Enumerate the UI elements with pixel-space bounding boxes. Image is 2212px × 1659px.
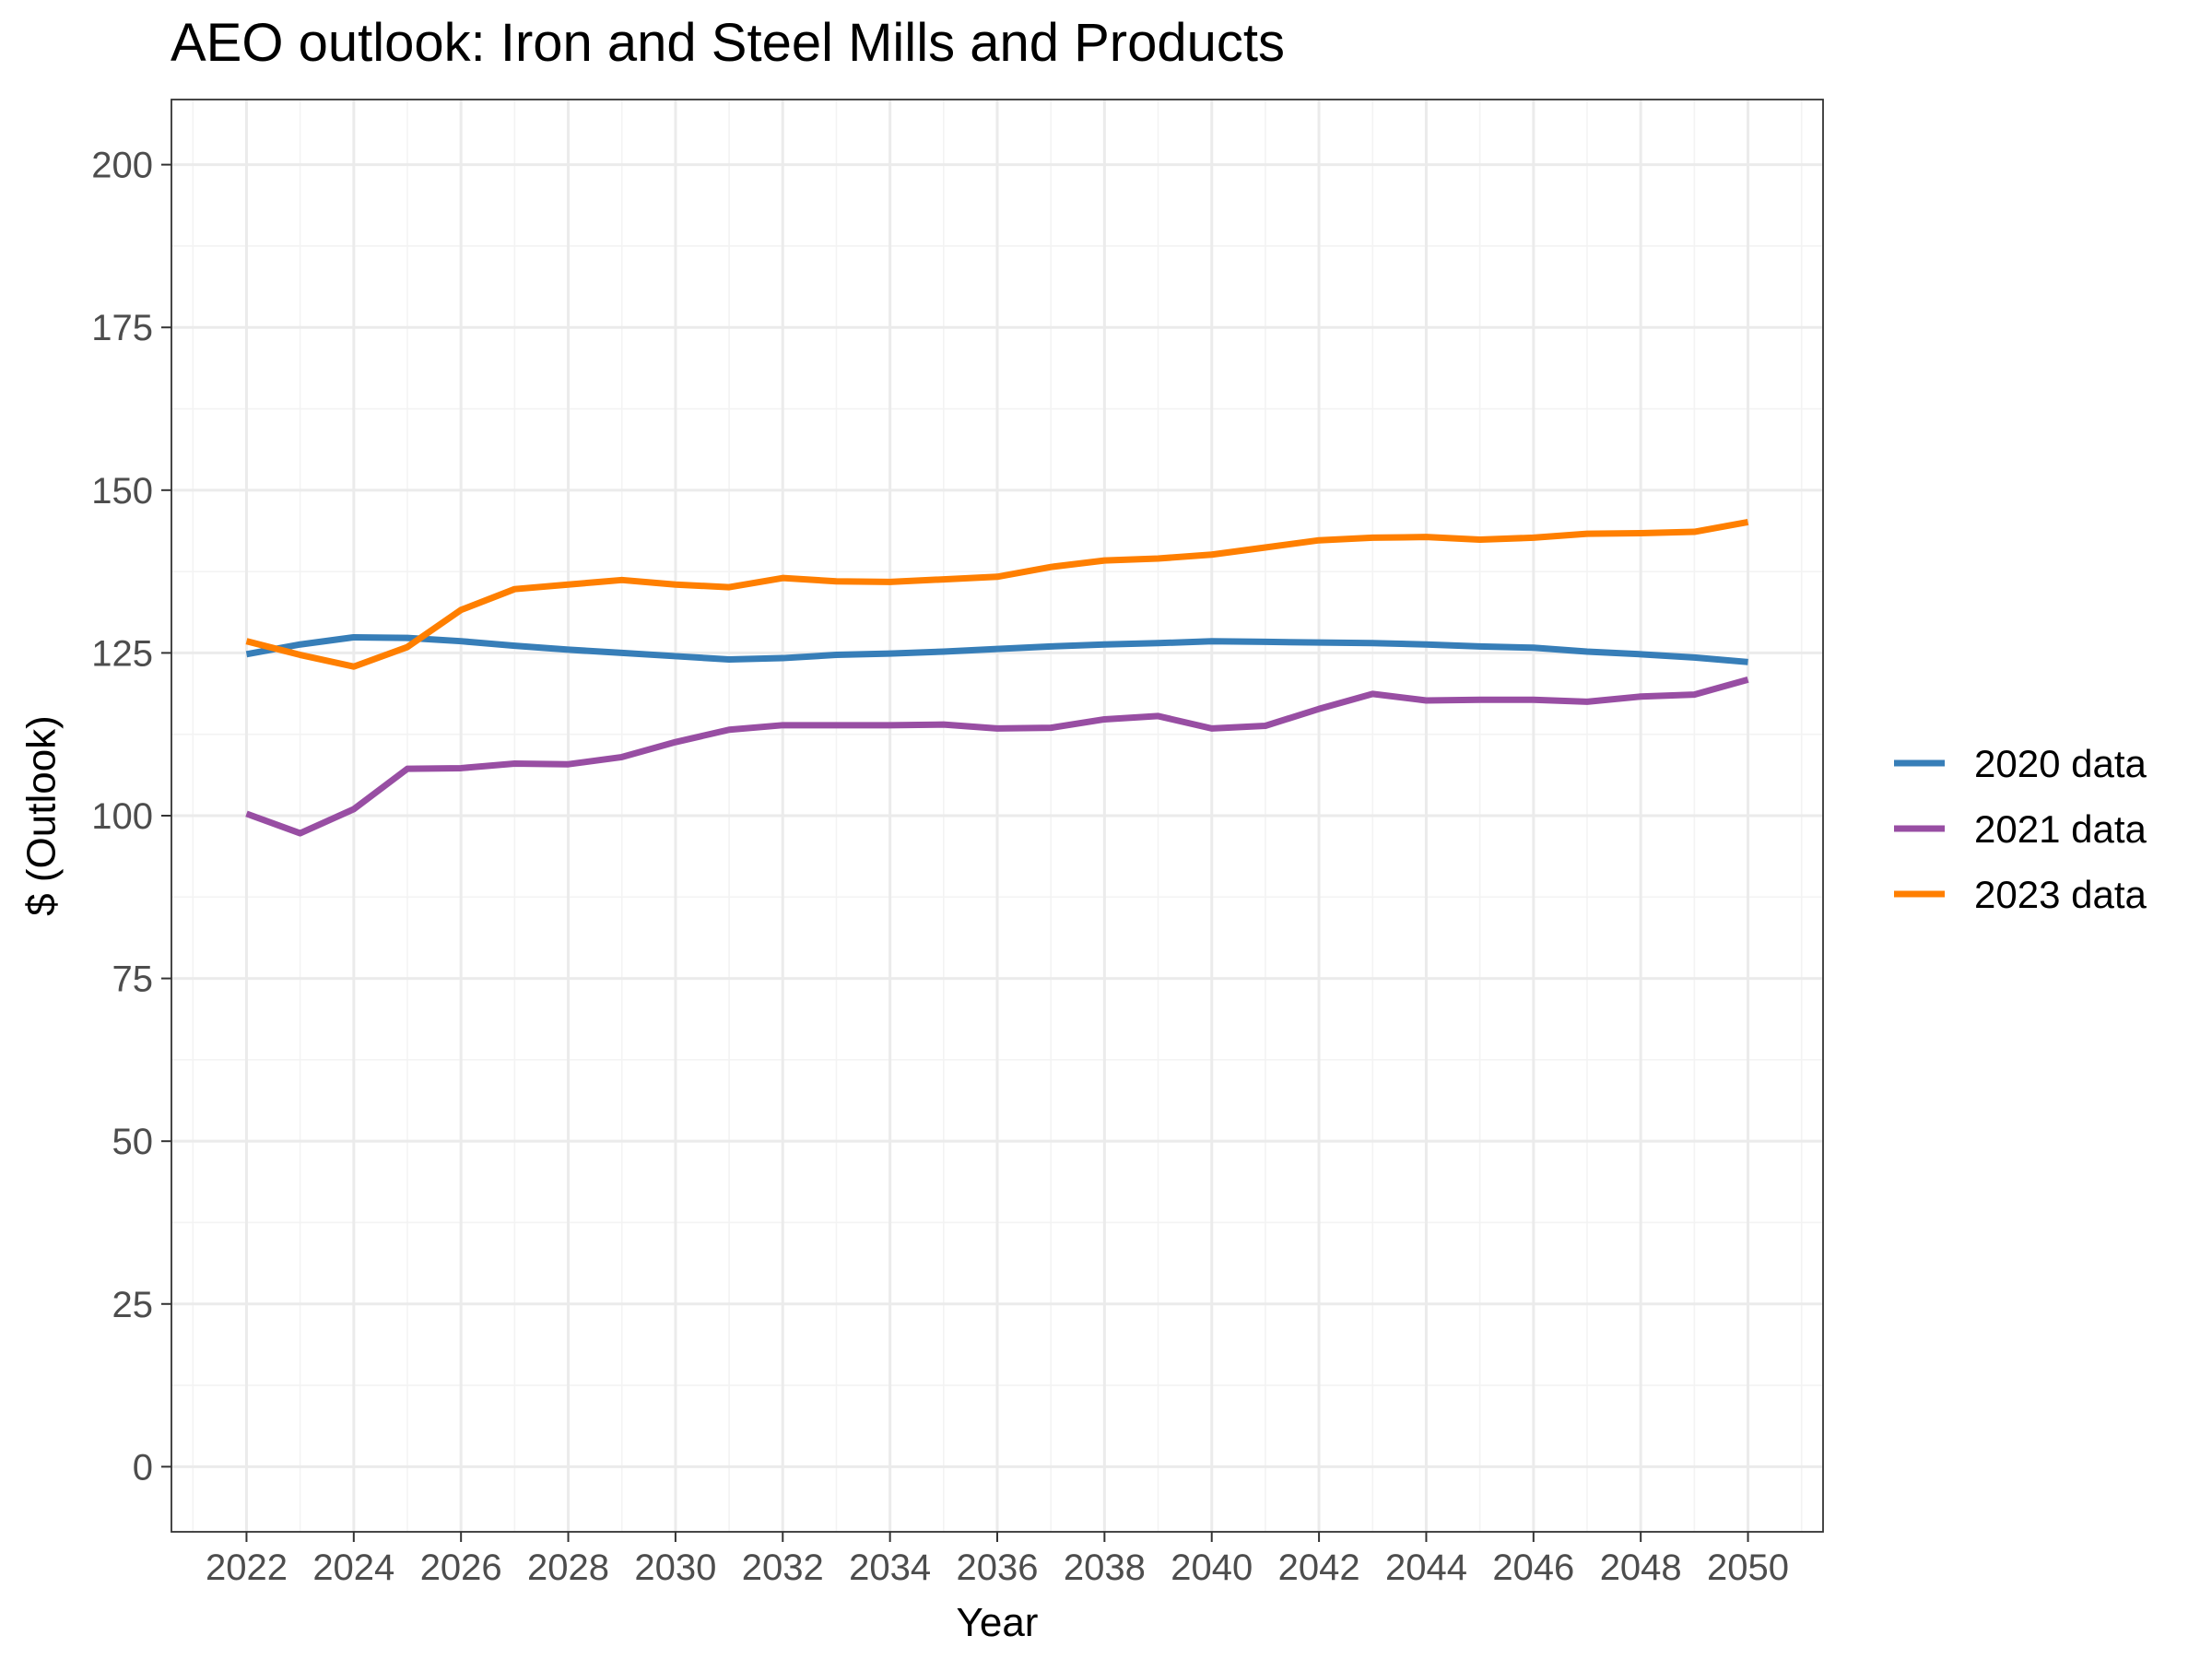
x-tick-label: 2050 bbox=[1707, 1547, 1789, 1588]
x-tick-label: 2036 bbox=[957, 1547, 1039, 1588]
series-line-2020-data bbox=[245, 633, 1748, 665]
x-axis-ticks: 2022 2024 2026 2028 2030 2032 2034 2036 2038 2040… bbox=[206, 1532, 1789, 1588]
legend: 2020 data 2021 data 2023 data bbox=[1894, 742, 2147, 916]
y-axis-ticks: 0 25 50 75 100 125 150 175 200 bbox=[91, 146, 171, 1488]
x-tick-label: 2022 bbox=[206, 1547, 288, 1588]
series-lines bbox=[245, 518, 1749, 837]
legend-label: 2020 data bbox=[1974, 742, 2147, 785]
x-tick-label: 2042 bbox=[1278, 1547, 1360, 1588]
y-tick-label: 175 bbox=[91, 308, 153, 348]
x-axis-title: Year bbox=[957, 1600, 1039, 1645]
x-tick-label: 2040 bbox=[1171, 1547, 1253, 1588]
x-tick-label: 2038 bbox=[1064, 1547, 1146, 1588]
y-tick-label: 150 bbox=[91, 471, 153, 512]
y-tick-label: 50 bbox=[112, 1122, 154, 1162]
x-tick-label: 2028 bbox=[527, 1547, 609, 1588]
legend-label: 2023 data bbox=[1974, 873, 2147, 916]
y-tick-label: 100 bbox=[91, 796, 153, 837]
y-axis-title: $ (Outlook) bbox=[19, 715, 65, 916]
y-tick-label: 200 bbox=[91, 146, 153, 186]
legend-label: 2021 data bbox=[1974, 807, 2147, 851]
x-tick-label: 2046 bbox=[1492, 1547, 1574, 1588]
major-gridlines-y bbox=[171, 163, 1823, 1468]
x-tick-label: 2032 bbox=[742, 1547, 824, 1588]
x-tick-label: 2044 bbox=[1385, 1547, 1467, 1588]
y-tick-label: 125 bbox=[91, 633, 153, 674]
chart-title: AEO outlook: Iron and Steel Mills and Pr… bbox=[171, 13, 1285, 73]
y-tick-label: 0 bbox=[133, 1447, 153, 1488]
x-tick-label: 2030 bbox=[634, 1547, 716, 1588]
series-line-2023-data bbox=[245, 518, 1749, 670]
x-tick-label: 2034 bbox=[849, 1547, 931, 1588]
y-tick-label: 25 bbox=[112, 1285, 154, 1325]
series-line-2021-data bbox=[245, 676, 1749, 837]
x-tick-label: 2026 bbox=[420, 1547, 502, 1588]
x-tick-label: 2024 bbox=[312, 1547, 394, 1588]
y-tick-label: 75 bbox=[112, 959, 154, 1000]
x-tick-label: 2048 bbox=[1600, 1547, 1682, 1588]
